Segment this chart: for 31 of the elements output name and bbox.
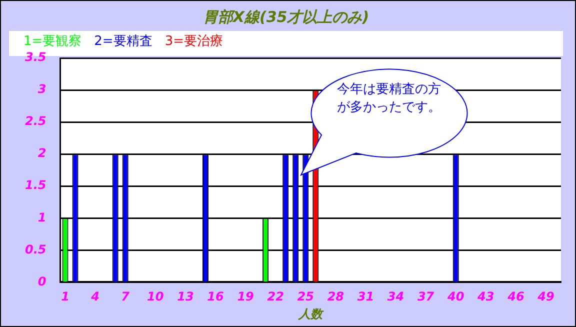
x-tick-label: 49 — [536, 290, 554, 304]
x-tick-label: 7 — [121, 290, 130, 304]
x-tick-label: 16 — [207, 290, 224, 304]
x-tick-label: 28 — [327, 290, 344, 304]
x-tick-label: 37 — [417, 290, 435, 304]
x-tick-label: 46 — [506, 290, 524, 304]
x-tick-label: 31 — [357, 290, 374, 304]
x-tick-label: 10 — [147, 290, 164, 304]
x-tick-label: 25 — [297, 290, 314, 304]
chart-title: 胃部X線(35才以上のみ) — [202, 8, 370, 26]
x-tick-label: 22 — [267, 290, 284, 304]
y-tick-label: 0.5 — [24, 242, 46, 256]
y-tick-label: 3 — [38, 82, 46, 96]
y-tick-label: 0 — [38, 274, 46, 288]
y-tick-label: 1.5 — [24, 178, 46, 192]
y-tick-label: 3.5 — [24, 50, 46, 64]
x-tick-label: 1 — [61, 290, 70, 304]
text: 3=要治療 — [164, 34, 223, 49]
y-tick-label: 1 — [38, 210, 46, 224]
x-tick-label: 4 — [90, 290, 100, 304]
text: 2=要精査 — [94, 34, 152, 49]
y-tick-label: 2 — [38, 146, 46, 160]
y-tick-label: 2.5 — [24, 114, 46, 128]
x-tick-label: 13 — [177, 290, 194, 304]
x-tick-label: 34 — [387, 290, 404, 304]
x-axis-title: 人数 — [298, 306, 325, 321]
x-tick-label: 40 — [446, 290, 464, 304]
x-tick-label: 19 — [237, 290, 254, 304]
x-tick-label: 43 — [476, 290, 494, 304]
annotation: 今年は要精査の方が多かったです。 — [337, 81, 441, 117]
text: 1=要観察 — [24, 32, 82, 49]
